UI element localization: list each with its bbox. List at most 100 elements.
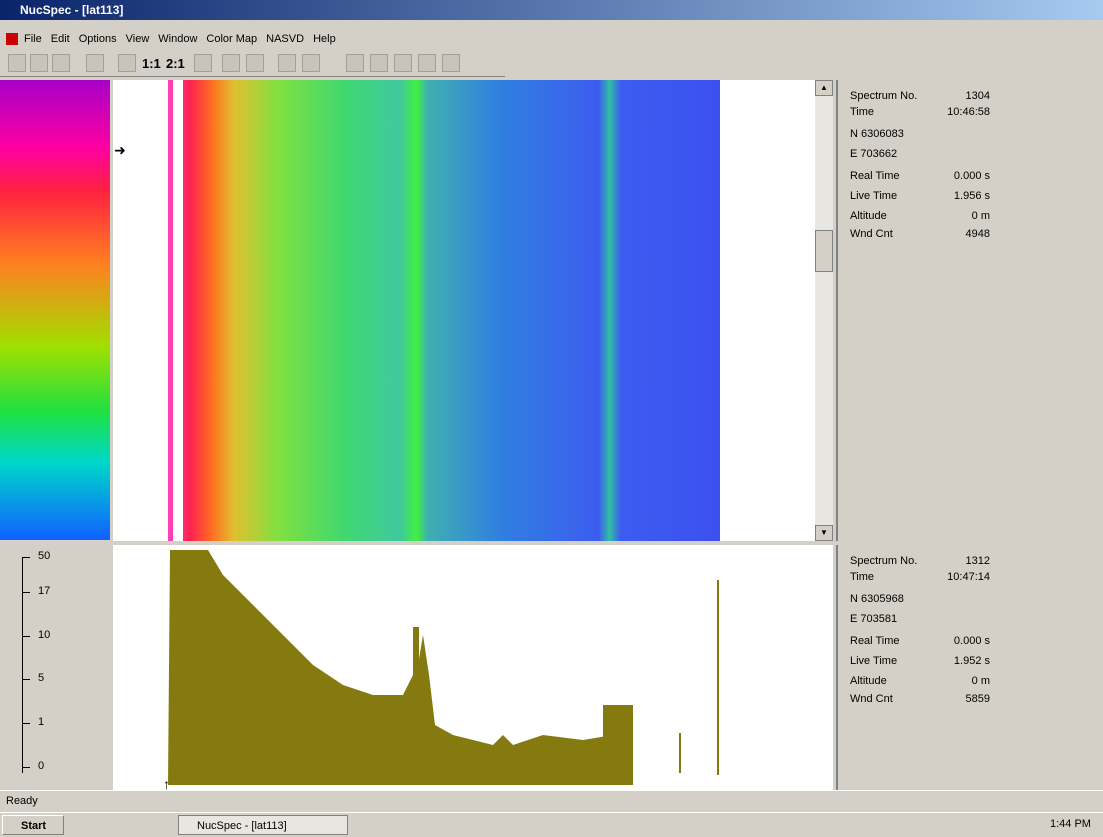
info-value: 10:46:58 bbox=[947, 106, 990, 118]
menu-item[interactable]: Options bbox=[78, 33, 117, 45]
scale-tick bbox=[22, 636, 30, 637]
white-band bbox=[173, 80, 183, 541]
scale-label: 1 bbox=[38, 716, 45, 728]
info-label: Time bbox=[850, 571, 875, 583]
scale-label: 17 bbox=[38, 585, 51, 597]
scroll-thumb[interactable] bbox=[815, 230, 833, 272]
scrollbar[interactable]: ▲ ▼ bbox=[815, 80, 833, 541]
menu-item[interactable]: File bbox=[24, 33, 42, 45]
info-row: Time 10:47:14 bbox=[850, 571, 990, 585]
open-button[interactable] bbox=[8, 54, 26, 72]
menu-item[interactable]: Window bbox=[158, 33, 198, 45]
menu-item[interactable]: Help bbox=[313, 33, 336, 45]
info-row: E 703662 bbox=[850, 148, 990, 162]
tool-button[interactable] bbox=[442, 54, 460, 72]
save-button[interactable] bbox=[30, 54, 48, 72]
menu-item[interactable]: Color Map bbox=[206, 33, 258, 45]
menu-item[interactable]: Edit bbox=[50, 33, 70, 45]
info-label: Live Time bbox=[850, 655, 898, 667]
info-value: 1304 bbox=[965, 90, 990, 102]
color-scale bbox=[0, 80, 110, 540]
menu-item[interactable]: NASVD bbox=[266, 33, 305, 45]
waterfall-panel: ➜ bbox=[113, 80, 815, 541]
zoom-1-1[interactable]: 1:1 bbox=[142, 56, 161, 71]
menu-bar: File Edit Options View Window Color Map NASVD H… bbox=[0, 30, 1103, 48]
spectrum-peak bbox=[603, 705, 633, 785]
scale-tick bbox=[22, 592, 30, 593]
scale-tick bbox=[22, 679, 30, 680]
marker-arrow: ➜ bbox=[114, 142, 126, 158]
info-label: N 6306083 bbox=[850, 128, 904, 140]
info-label: Spectrum No. bbox=[850, 90, 918, 102]
info-row: Spectrum No. 1312 bbox=[850, 555, 990, 569]
zoom-2-1[interactable]: 2:1 bbox=[166, 56, 185, 71]
scroll-down[interactable]: ▼ bbox=[815, 525, 833, 541]
scroll-up[interactable]: ▲ bbox=[815, 80, 833, 96]
info-row: Live Time 1.952 s bbox=[850, 655, 990, 669]
info-row: N 6306083 bbox=[850, 128, 990, 142]
help-button[interactable] bbox=[86, 54, 104, 72]
scale-tick bbox=[22, 557, 30, 558]
zoom-button[interactable] bbox=[194, 54, 212, 72]
info-row: Wnd Cnt 5859 bbox=[850, 693, 990, 707]
info-row: N 6305968 bbox=[850, 593, 990, 607]
tool-button[interactable] bbox=[394, 54, 412, 72]
spectrum-peak bbox=[679, 733, 681, 773]
scale-line bbox=[22, 557, 23, 773]
clock: 1:44 PM bbox=[1050, 818, 1091, 830]
tool-button[interactable] bbox=[346, 54, 364, 72]
title-bar: NucSpec - [lat113] bbox=[0, 0, 1103, 20]
tool-button[interactable] bbox=[418, 54, 436, 72]
status-bar: Ready bbox=[0, 790, 1103, 811]
count-scale: 50 17 10 5 1 0 bbox=[0, 545, 110, 790]
info-label: Live Time bbox=[850, 190, 898, 202]
properties-button[interactable] bbox=[278, 54, 296, 72]
tool-button[interactable] bbox=[370, 54, 388, 72]
scale-label: 50 bbox=[38, 550, 51, 562]
info-value: 5859 bbox=[965, 693, 990, 705]
taskbar: Start NucSpec - [lat113] 1:44 PM bbox=[0, 812, 1103, 837]
spectrum-peak bbox=[717, 580, 719, 775]
info-value: 0 m bbox=[971, 210, 990, 222]
forward-button[interactable] bbox=[246, 54, 264, 72]
info-panel: Spectrum No. 1304 Time 10:46:58 N 6306083 E 7… bbox=[836, 80, 1103, 541]
info-value: 1312 bbox=[965, 555, 990, 567]
status-text: Ready bbox=[6, 795, 38, 807]
scale-label: 5 bbox=[38, 672, 45, 684]
save-as-button[interactable] bbox=[52, 54, 70, 72]
spectrum-panel: ↑ bbox=[113, 545, 833, 792]
back-button[interactable] bbox=[222, 54, 240, 72]
info-label: Wnd Cnt bbox=[850, 693, 893, 705]
info-label: Real Time bbox=[850, 170, 900, 182]
info-label: Time bbox=[850, 106, 875, 118]
info-panel: Spectrum No. 1312 Time 10:47:14 N 6305968 E 7… bbox=[836, 545, 1103, 790]
info-row: Live Time 1.956 s bbox=[850, 190, 990, 204]
scale-label: 0 bbox=[38, 760, 45, 772]
info-value: 0.000 s bbox=[953, 170, 990, 182]
info-value: 4948 bbox=[965, 228, 990, 240]
info-label: E 703662 bbox=[850, 148, 898, 160]
marker-arrow: ↑ bbox=[163, 776, 170, 790]
info-value: 0.000 s bbox=[953, 635, 990, 647]
info-row: Real Time 0.000 s bbox=[850, 635, 990, 649]
scale-tick bbox=[22, 767, 30, 768]
info-value: 0 m bbox=[971, 675, 990, 687]
info-label: Spectrum No. bbox=[850, 555, 918, 567]
info-row: Altitude 0 m bbox=[850, 210, 990, 224]
scale-tick bbox=[22, 723, 30, 724]
info-label: Altitude bbox=[850, 210, 887, 222]
info-row: Real Time 0.000 s bbox=[850, 170, 990, 184]
start-button[interactable]: Start bbox=[2, 815, 64, 835]
divide-button[interactable] bbox=[118, 54, 136, 72]
info-row: Time 10:46:58 bbox=[850, 106, 990, 120]
info-label: Wnd Cnt bbox=[850, 228, 893, 240]
settings-button[interactable] bbox=[302, 54, 320, 72]
menu-item[interactable]: View bbox=[125, 33, 150, 45]
spectrum: ↑ bbox=[163, 550, 719, 792]
task-button[interactable]: NucSpec - [lat113] bbox=[178, 815, 348, 835]
spectrum-bars bbox=[168, 550, 633, 785]
window-title: NucSpec - [lat113] bbox=[20, 3, 124, 17]
scale-label: 10 bbox=[38, 629, 51, 641]
info-row: Altitude 0 m bbox=[850, 675, 990, 689]
